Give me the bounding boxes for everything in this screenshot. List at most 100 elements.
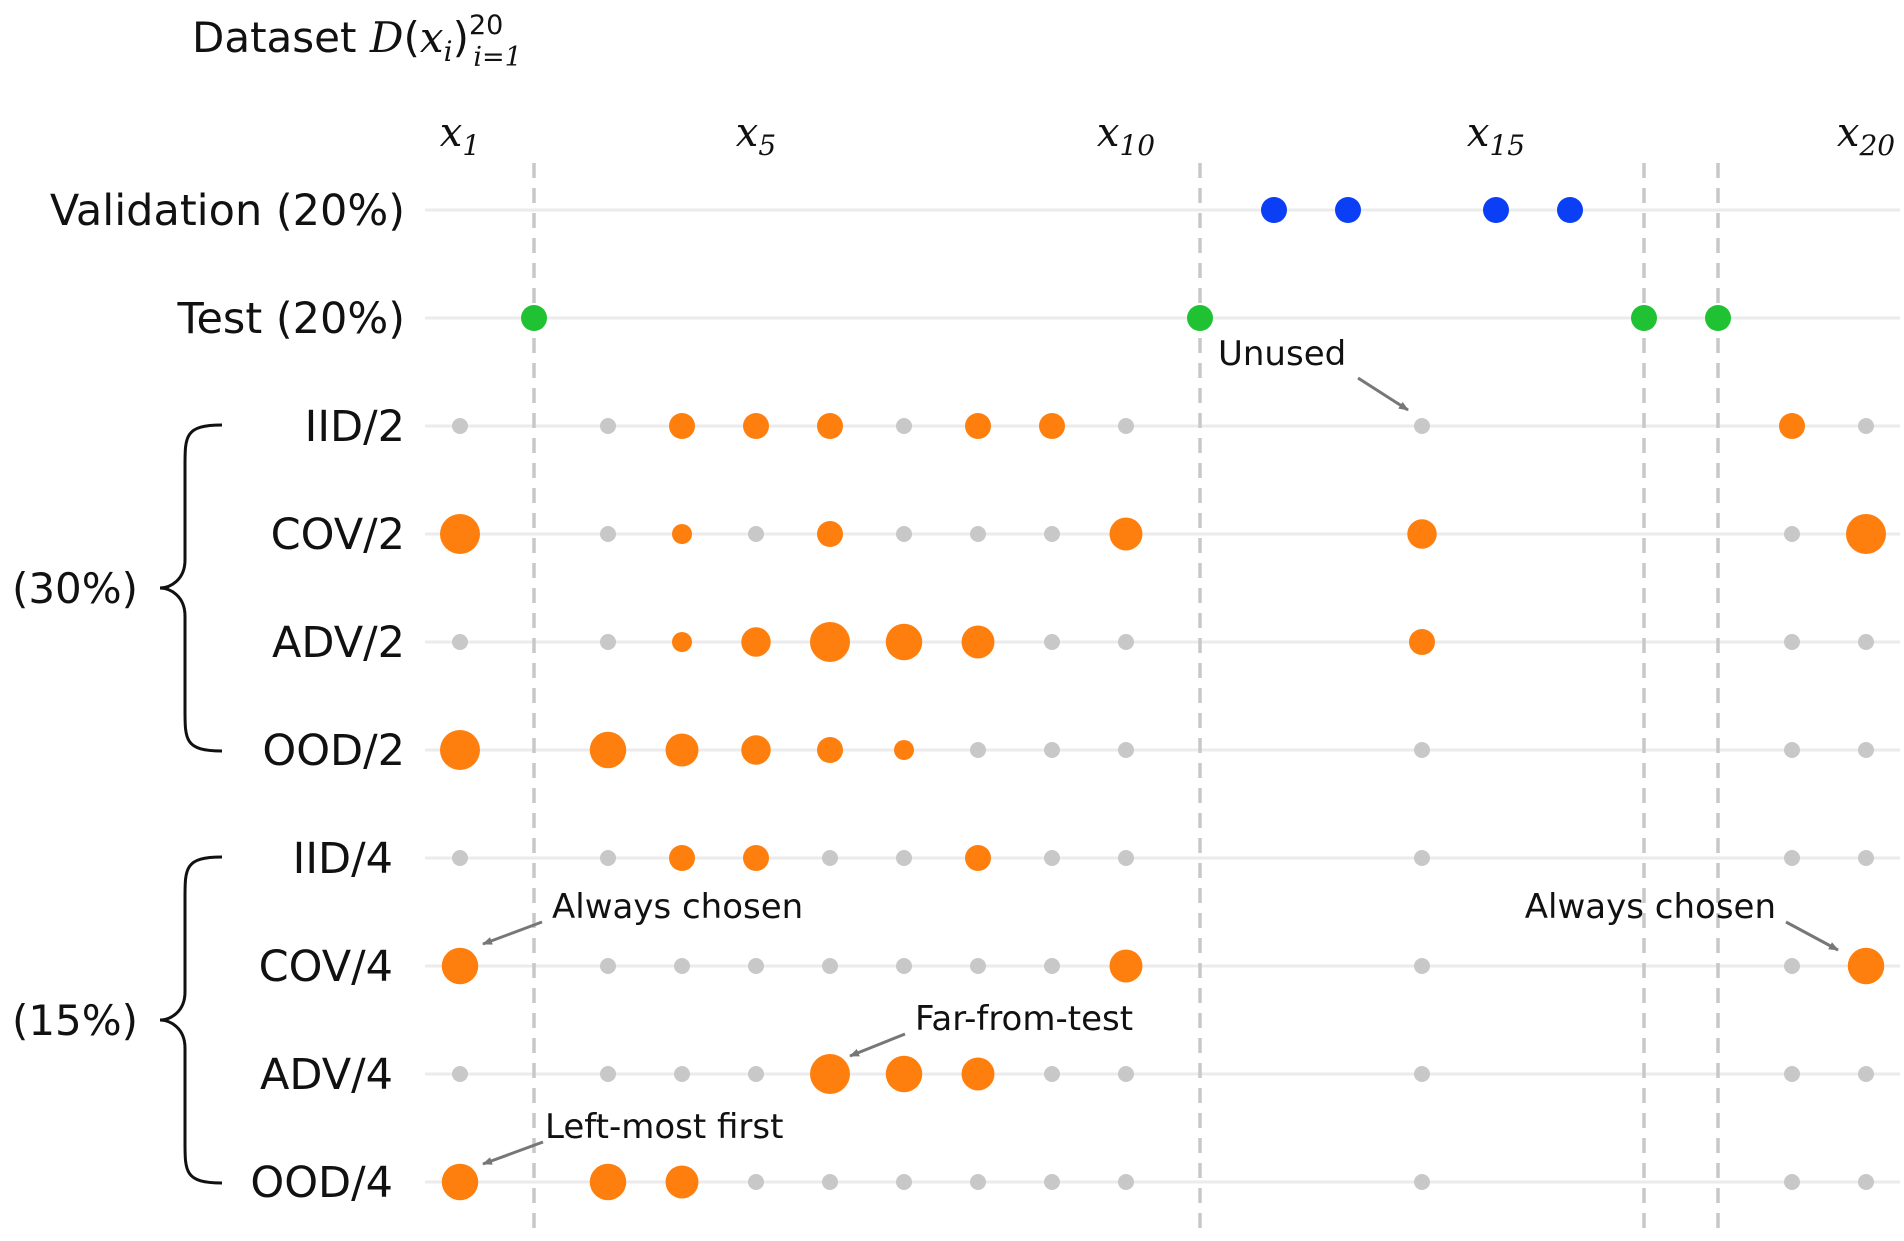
unused-point — [1118, 1174, 1134, 1190]
selected-point — [1407, 519, 1437, 549]
selected-point — [441, 947, 479, 985]
unused-point — [970, 1174, 986, 1190]
unused-point — [1118, 418, 1134, 434]
selected-point — [1847, 947, 1885, 985]
chart-title: Dataset D(xi)20 i=1 — [192, 10, 522, 73]
selected-point — [440, 514, 480, 554]
selected-point — [1846, 514, 1886, 554]
selected-point — [817, 521, 843, 547]
unused-point — [1414, 958, 1430, 974]
unused-point — [1784, 1174, 1800, 1190]
selected-point — [589, 731, 627, 769]
selected-point — [672, 632, 692, 652]
x-tick-sub: 15 — [1489, 129, 1525, 162]
selected-point — [440, 730, 480, 770]
test-point — [1631, 305, 1657, 331]
unused-point — [1784, 958, 1800, 974]
selected-point — [894, 740, 914, 760]
unused-point — [600, 526, 616, 542]
selected-point — [665, 733, 699, 767]
unused-point — [748, 958, 764, 974]
title-sub: i=1 — [473, 42, 521, 73]
x-tick-label: x5 — [736, 110, 776, 162]
row-label: IID/2 — [305, 402, 405, 452]
x-tick-var: x — [1097, 110, 1120, 156]
unused-point — [1414, 1066, 1430, 1082]
selected-point — [741, 735, 771, 765]
unused-point — [1414, 418, 1430, 434]
x-tick-sub: 10 — [1119, 129, 1155, 162]
annotation-label: Always chosen — [1525, 887, 1776, 927]
annotation-arrow — [482, 1140, 544, 1166]
unused-point — [896, 850, 912, 866]
unused-point — [1044, 1066, 1060, 1082]
unused-point — [822, 1174, 838, 1190]
annotation-label: Left-most first — [545, 1107, 783, 1147]
unused-point — [822, 958, 838, 974]
unused-point — [600, 418, 616, 434]
selected-point — [961, 625, 995, 659]
unused-point — [1858, 1066, 1874, 1082]
x-tick-labels: x1 x5 x10 x15 x20 — [440, 110, 1895, 162]
annotation-arrow — [482, 920, 543, 946]
unused-point — [1784, 850, 1800, 866]
unused-point — [1858, 1174, 1874, 1190]
unused-point — [1858, 418, 1874, 434]
validation-point — [1335, 197, 1361, 223]
validation-point — [1557, 197, 1583, 223]
unused-point — [970, 742, 986, 758]
row-label: Validation (20%) — [50, 186, 405, 236]
selected-point — [885, 623, 923, 661]
unused-point — [1784, 1066, 1800, 1082]
unused-point — [896, 1174, 912, 1190]
unused-point — [1044, 1174, 1060, 1190]
title-close: ) — [453, 13, 469, 62]
row-label: ADV/4 — [260, 1050, 393, 1100]
x-tick-var: x — [1467, 110, 1490, 156]
x-tick-label: x15 — [1467, 110, 1525, 162]
unused-point — [600, 850, 616, 866]
selected-point — [961, 1057, 995, 1091]
unused-point — [1044, 634, 1060, 650]
selected-point — [1409, 629, 1435, 655]
unused-point — [748, 1066, 764, 1082]
annotation-label: Always chosen — [552, 887, 803, 927]
selected-point — [817, 413, 843, 439]
unused-point — [600, 958, 616, 974]
split-boundaries — [532, 163, 1720, 1238]
annotation-label: Unused — [1218, 334, 1346, 374]
test-point — [521, 305, 547, 331]
unused-point — [452, 850, 468, 866]
unused-point — [452, 634, 468, 650]
selected-point — [743, 845, 769, 871]
unused-point — [452, 418, 468, 434]
unused-point — [822, 850, 838, 866]
group-label: (30%) — [12, 564, 138, 613]
unused-point — [1858, 634, 1874, 650]
selected-point — [441, 1163, 479, 1201]
unused-point — [1044, 526, 1060, 542]
title-sup: 20 — [469, 10, 503, 41]
selected-point — [743, 413, 769, 439]
unused-point — [452, 1066, 468, 1082]
unused-point — [896, 526, 912, 542]
selected-point — [965, 845, 991, 871]
title-var: x — [420, 13, 444, 62]
annotation-arrow — [1785, 920, 1839, 952]
selected-point — [741, 627, 771, 657]
selected-point — [817, 737, 843, 763]
data-points — [440, 197, 1886, 1201]
unused-point — [1858, 742, 1874, 758]
unused-point — [1118, 634, 1134, 650]
annotation-arrow — [1357, 376, 1409, 412]
selected-point — [672, 524, 692, 544]
row-label: OOD/4 — [250, 1158, 393, 1208]
row-label: ADV/2 — [272, 618, 405, 668]
group-label: (15%) — [12, 996, 138, 1045]
unused-point — [600, 634, 616, 650]
unused-point — [748, 1174, 764, 1190]
test-point — [1187, 305, 1213, 331]
unused-point — [748, 526, 764, 542]
x-tick-sub: 1 — [462, 129, 480, 162]
selected-point — [965, 413, 991, 439]
